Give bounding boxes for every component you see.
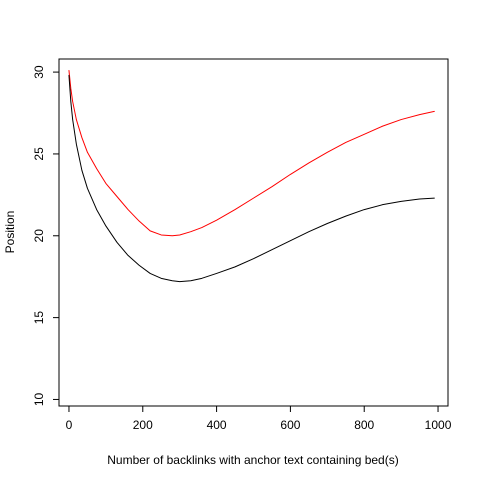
y-tick-label: 10 [32,392,46,406]
x-tick-label: 400 [207,418,227,432]
x-axis: 0 200 400 600 800 1000 [66,405,452,432]
x-tick-label: 0 [66,418,73,432]
y-tick-label: 25 [32,147,46,161]
series-layer [68,69,435,283]
y-axis-title: Position [3,211,17,254]
x-tick-label: 1000 [425,418,452,432]
series-line-1 [68,69,435,237]
y-tick-label: 30 [32,65,46,79]
plot-frame [58,58,449,407]
x-axis-title: Number of backlinks with anchor text con… [107,453,398,467]
x-tick-label: 200 [133,418,153,432]
x-tick-label: 800 [354,418,374,432]
y-tick-label: 20 [32,229,46,243]
y-axis: 10 15 20 25 30 [32,65,60,406]
x-tick-label: 600 [280,418,300,432]
series-line-2 [68,74,435,283]
y-tick-label: 15 [32,311,46,325]
